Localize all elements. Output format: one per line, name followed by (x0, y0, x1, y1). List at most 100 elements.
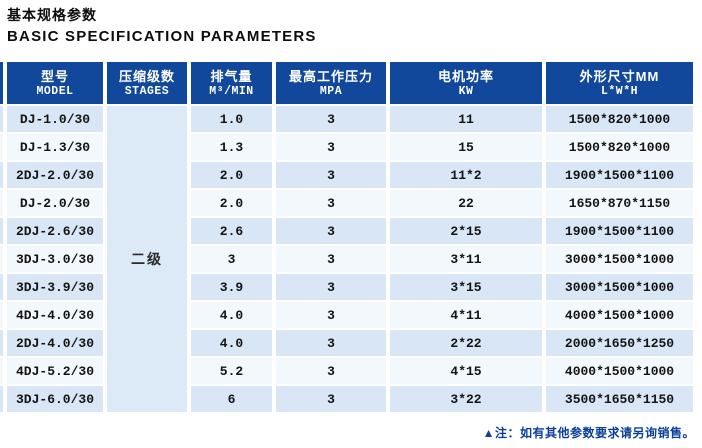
table-row: 3DJ-6.0/30 6 3 3*22 3500*1650*1150 (0, 386, 693, 412)
table-row: 2DJ-4.0/30 4.0 3 2*22 2000*1650*1250 (0, 330, 693, 356)
cell-pressure: 3 (276, 134, 386, 160)
cell-dimensions: 1900*1500*1100 (546, 162, 693, 188)
cell-model: 3DJ-6.0/30 (7, 386, 103, 412)
col-header-power: 电机功率 KW (390, 62, 542, 104)
col-header-pressure: 最高工作压力 MPA (276, 62, 386, 104)
col-header-power-cn: 电机功率 (437, 68, 494, 84)
col-header-pressure-en: MPA (319, 84, 343, 98)
cell-model: 4DJ-4.0/30 (7, 302, 103, 328)
table-row: 4DJ-5.2/30 5.2 3 4*15 4000*1500*1000 (0, 358, 693, 384)
edge-cell (0, 134, 3, 160)
cell-power: 2*22 (390, 330, 542, 356)
cell-power: 11 (390, 106, 542, 132)
page-title-chinese: 基本规格参数 (7, 7, 97, 23)
edge-cell (0, 190, 3, 216)
cell-displacement: 3 (191, 246, 272, 272)
page-title-english: BASIC SPECIFICATION PARAMETERS (7, 28, 317, 45)
cell-dimensions: 1500*820*1000 (546, 106, 693, 132)
edge-cell (0, 386, 3, 412)
table-row: 3DJ-3.0/30 3 3 3*11 3000*1500*1000 (0, 246, 693, 272)
cell-displacement: 3.9 (191, 274, 272, 300)
cell-model: DJ-1.3/30 (7, 134, 103, 160)
cell-pressure: 3 (276, 218, 386, 244)
table-row: 2DJ-2.0/30 2.0 3 11*2 1900*1500*1100 (0, 162, 693, 188)
cell-displacement: 2.0 (191, 190, 272, 216)
cell-model: 2DJ-2.0/30 (7, 162, 103, 188)
cell-power: 4*11 (390, 302, 542, 328)
edge-cell (0, 246, 3, 272)
col-header-model: 型号 MODEL (7, 62, 103, 104)
cell-power: 4*15 (390, 358, 542, 384)
cell-model: 2DJ-4.0/30 (7, 330, 103, 356)
edge-cell (0, 330, 3, 356)
col-header-dimensions-en: L*W*H (600, 84, 638, 98)
cell-power: 15 (390, 134, 542, 160)
cell-dimensions: 2000*1650*1250 (546, 330, 693, 356)
cell-dimensions: 3000*1500*1000 (546, 246, 693, 272)
cell-dimensions: 4000*1500*1000 (546, 358, 693, 384)
cell-displacement: 4.0 (191, 302, 272, 328)
cell-pressure: 3 (276, 162, 386, 188)
edge-cell (0, 162, 3, 188)
col-header-stages-cn: 压缩级数 (118, 68, 175, 84)
cell-pressure: 3 (276, 386, 386, 412)
cell-dimensions: 1650*870*1150 (546, 190, 693, 216)
col-header-displacement-en: M³/MIN (209, 84, 254, 98)
col-header-displacement: 排气量 M³/MIN (191, 62, 272, 104)
cell-dimensions: 1900*1500*1100 (546, 218, 693, 244)
cell-power: 3*15 (390, 274, 542, 300)
cell-displacement: 1.3 (191, 134, 272, 160)
col-header-dimensions-cn: 外形尺寸MM (579, 68, 660, 84)
cell-model: 2DJ-2.6/30 (7, 218, 103, 244)
cell-displacement: 4.0 (191, 330, 272, 356)
edge-cell (0, 274, 3, 300)
cell-pressure: 3 (276, 106, 386, 132)
cell-power: 3*11 (390, 246, 542, 272)
table-row: DJ-1.3/30 1.3 3 15 1500*820*1000 (0, 134, 693, 160)
table-header: 型号 MODEL 压缩级数 STAGES 排气量 M³/MIN 最高工作压力 M… (0, 62, 693, 104)
cell-pressure: 3 (276, 358, 386, 384)
col-header-power-en: KW (458, 84, 474, 98)
col-header-model-cn: 型号 (40, 68, 69, 84)
cell-model: 4DJ-5.2/30 (7, 358, 103, 384)
specification-table: 型号 MODEL 压缩级数 STAGES 排气量 M³/MIN 最高工作压力 M… (0, 60, 697, 414)
table-row: DJ-1.0/30 二级 1.0 3 11 1500*820*1000 (0, 106, 693, 412)
table-row: 4DJ-4.0/30 4.0 3 4*11 4000*1500*1000 (0, 302, 693, 328)
col-header-stages-en: STAGES (124, 84, 170, 98)
cell-pressure: 3 (276, 246, 386, 272)
cell-dimensions: 1500*820*1000 (546, 134, 693, 160)
col-header-dimensions: 外形尺寸MM L*W*H (546, 62, 693, 104)
cell-displacement: 1.0 (191, 106, 272, 132)
table-header-row: 型号 MODEL 压缩级数 STAGES 排气量 M³/MIN 最高工作压力 M… (0, 62, 693, 104)
table-row: 2DJ-2.6/30 2.6 3 2*15 1900*1500*1100 (0, 218, 693, 244)
cell-displacement: 6 (191, 386, 272, 412)
col-header-model-en: MODEL (36, 84, 74, 98)
cell-pressure: 3 (276, 302, 386, 328)
cell-power: 11*2 (390, 162, 542, 188)
cell-pressure: 3 (276, 190, 386, 216)
col-header-stages: 压缩级数 STAGES (107, 62, 187, 104)
cell-pressure: 3 (276, 330, 386, 356)
edge-header-cell (0, 62, 3, 104)
edge-cell (0, 106, 3, 132)
cell-power: 2*15 (390, 218, 542, 244)
table-body: DJ-1.0/30 二级 1.0 3 11 1500*820*1000 DJ-1.3/30 1… (0, 106, 693, 412)
edge-cell (0, 218, 3, 244)
cell-model: DJ-2.0/30 (7, 190, 103, 216)
cell-dimensions: 3000*1500*1000 (546, 274, 693, 300)
cell-model: DJ-1.0/30 (7, 106, 103, 132)
cell-displacement: 2.6 (191, 218, 272, 244)
edge-cell (0, 358, 3, 384)
cell-displacement: 2.0 (191, 162, 272, 188)
edge-cell (0, 302, 3, 328)
cell-model: 3DJ-3.0/30 (7, 246, 103, 272)
table-row: DJ-2.0/30 2.0 3 22 1650*870*1150 (0, 190, 693, 216)
cell-model: 3DJ-3.9/30 (7, 274, 103, 300)
table-row: 3DJ-3.9/30 3.9 3 3*15 3000*1500*1000 (0, 274, 693, 300)
cell-power: 22 (390, 190, 542, 216)
cell-displacement: 5.2 (191, 358, 272, 384)
col-header-pressure-cn: 最高工作压力 (288, 68, 373, 84)
cell-pressure: 3 (276, 274, 386, 300)
footer-note: ▲注：如有其他参数要求请另询销售。 (482, 426, 695, 440)
col-header-displacement-cn: 排气量 (210, 68, 253, 84)
